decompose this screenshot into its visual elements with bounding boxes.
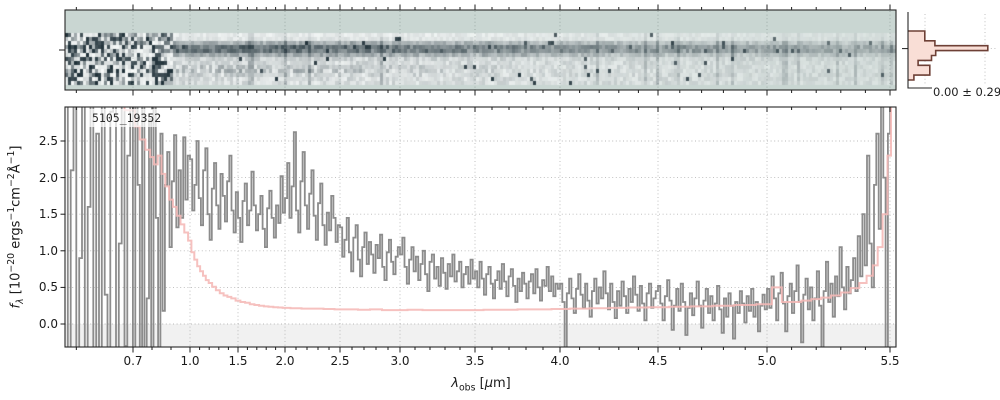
y-tick-label: 0.5	[38, 280, 58, 295]
axis-label-part: λ	[15, 298, 27, 304]
x-tick-label: 2.5	[330, 354, 350, 368]
axes-frame-1d	[64, 106, 897, 348]
flux-line	[66, 107, 891, 347]
x-tick-label: 3.5	[465, 354, 485, 368]
x-tick-label: 3.0	[390, 354, 410, 368]
x-tick-label: 1.0	[180, 354, 200, 368]
axis-label-part: obs	[458, 382, 476, 394]
error-line	[123, 107, 892, 312]
hist-spines	[907, 12, 932, 89]
y-tick-label: 1.5	[38, 207, 58, 222]
x-tick-label: 5.5	[880, 354, 900, 368]
histogram-fill	[908, 31, 988, 80]
x-tick-label: 2.0	[275, 354, 295, 368]
axis-label-part: −1	[6, 206, 18, 221]
x-tick-label: 0.7	[123, 354, 143, 368]
x-tick-label: 5.0	[757, 354, 777, 368]
axis-label-part: cm	[8, 187, 24, 207]
x-tick-label: 4.5	[648, 354, 668, 368]
y-tick-label: 2.0	[38, 170, 58, 185]
axis-label-part: ]	[8, 145, 24, 151]
object-id-label: 5105_19352	[86, 109, 168, 127]
x-tick-label: 1.5	[228, 354, 248, 368]
x-tick-label: 4.0	[550, 354, 570, 368]
histogram-outline	[908, 30, 989, 81]
spectrum-lines-group	[66, 107, 892, 347]
x-axis-label: λobs [μm]	[400, 376, 562, 394]
axis-label-part: λ	[451, 376, 459, 391]
axis-label-part: −1	[6, 150, 18, 165]
axis-label-part: m]	[492, 376, 511, 391]
axis-label-part: −2	[6, 173, 18, 188]
axis-label-part: μ	[484, 376, 493, 391]
y-tick-label: 0.0	[38, 317, 58, 331]
histogram-stats-label: 0.00 ± 0.29	[933, 85, 1000, 99]
axis-label-part: ergs	[8, 220, 24, 253]
axis-label-part: −20	[6, 252, 18, 273]
y-tick-label: 1.0	[38, 243, 58, 258]
y-axis-label: fλ [10−20 ergs−1cm−2Å−1]	[6, 145, 27, 309]
axis-label-part: f	[8, 303, 24, 309]
axis-label-part: Å	[8, 164, 24, 174]
spectrum-2d-heatmap	[65, 10, 896, 90]
axis-label-part: [	[475, 376, 485, 391]
axis-label-part: [10	[8, 272, 24, 299]
y-tick-label: 2.5	[38, 134, 58, 148]
